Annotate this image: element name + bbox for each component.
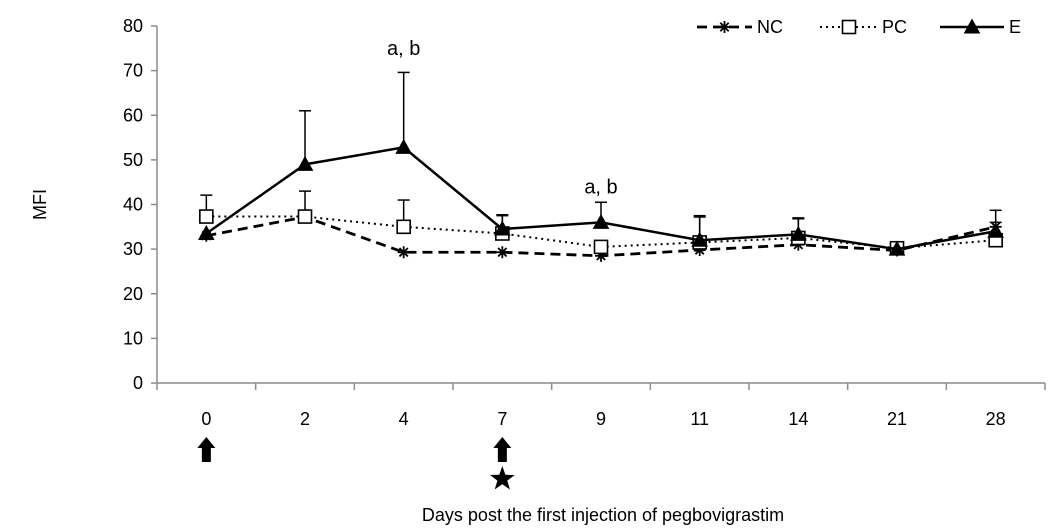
y-tick-label: 60 [123,105,143,125]
x-ticks: 0 2 4 7 9 11 14 21 28 [156,383,1046,429]
legend-label: PC [882,17,907,37]
y-tick-label: 80 [123,16,143,36]
legend-marker [718,21,731,33]
y-tick-label: 30 [123,239,143,259]
data-point [199,209,214,224]
data-point [493,220,511,236]
data-point [691,231,709,247]
legend-marker [841,19,857,35]
series-E [197,71,1005,256]
y-tick-label: 10 [123,328,143,348]
data-point [593,239,609,255]
data-point [789,225,807,241]
x-axis-title: Days post the first injection of pegbovi… [422,505,784,525]
x-tick-label: 11 [690,409,709,429]
y-axis-title: MFI [30,189,50,220]
y-tick-label: 0 [133,373,143,393]
legend: NC PC E [697,17,1021,37]
y-tick-label: 70 [123,61,143,81]
x-tick-label: 21 [887,409,907,429]
data-point [296,155,314,171]
significance-annotation: a, b [584,176,617,198]
x-tick-label: 7 [497,409,507,429]
y-tick-label: 40 [123,195,143,215]
data-point [197,224,215,241]
legend-label: E [1009,17,1021,37]
y-tick-label: 50 [123,150,143,170]
data-point [396,219,411,235]
legend-label: NC [757,17,783,37]
x-tick-label: 0 [201,409,211,429]
data-point [397,246,410,259]
significance-annotation: a, b [387,38,420,60]
star-icon [489,466,515,490]
data-point [297,209,313,224]
legend-marker [963,18,981,34]
x-tick-label: 14 [788,409,808,429]
below-axis-markers [197,437,515,490]
axes: 0 10 20 30 40 50 60 70 80 0 2 4 7 9 11 14 21 28 [123,16,1046,429]
x-tick-label: 4 [399,409,409,429]
y-ticks: 0 10 20 30 40 50 60 70 80 [123,16,157,393]
data-point [987,222,1005,238]
injection-arrow-icon [493,437,512,462]
data-point [395,138,413,154]
x-tick-label: 28 [986,409,1006,429]
legend-item-PC: PC [820,17,907,37]
x-tick-label: 9 [596,409,606,429]
series-layer [197,71,1005,262]
injection-arrow-icon [197,437,216,462]
data-point [888,240,906,256]
legend-item-NC: NC [697,17,783,37]
data-point [496,246,509,259]
data-point [592,213,610,229]
y-tick-label: 20 [123,284,143,304]
x-tick-label: 2 [300,409,310,429]
annotation-layer: a, b a, b [387,38,618,198]
legend-item-E: E [940,17,1021,37]
